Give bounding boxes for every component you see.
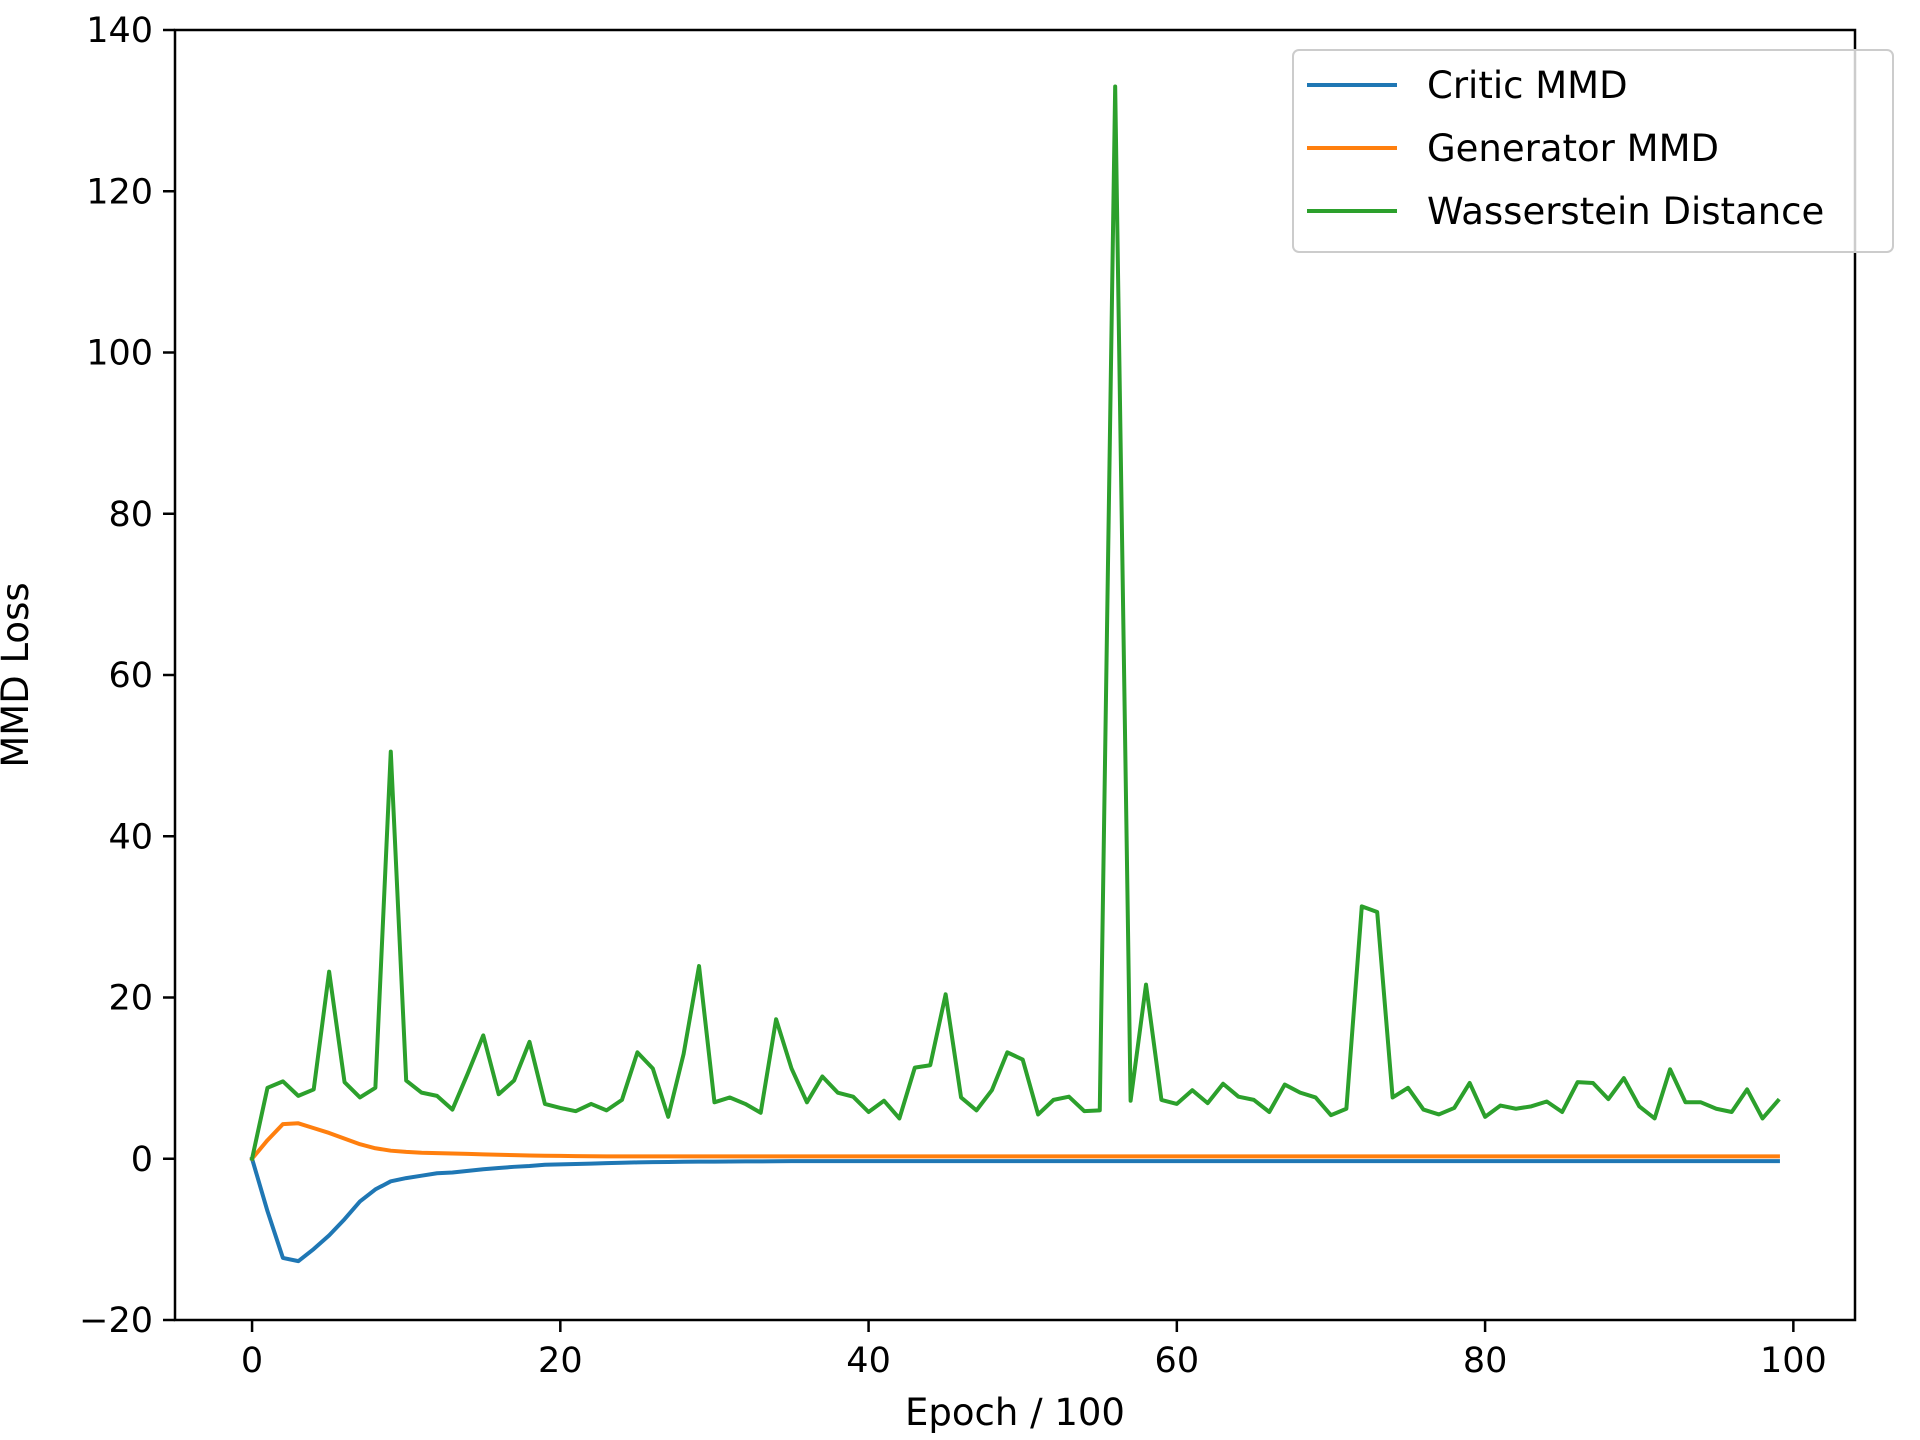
x-tick-label: 0 [241, 1341, 263, 1381]
x-axis-title: Epoch / 100 [905, 1391, 1125, 1434]
y-tick-label: 20 [108, 979, 153, 1019]
y-tick-label: 120 [86, 172, 153, 212]
series-line-2 [249, 1121, 1780, 1162]
x-axis-ticks: 0 20 40 60 80 100 [241, 1320, 1827, 1381]
y-tick-label: 0 [131, 1140, 153, 1180]
legend-label-3: Wasserstein Distance [1427, 190, 1824, 233]
x-tick-label: 60 [1155, 1341, 1200, 1381]
legend-box [1292, 49, 1894, 253]
x-tick-label: 20 [538, 1341, 583, 1381]
x-tick-label: 80 [1463, 1341, 1508, 1381]
series-layer [249, 84, 1781, 1264]
series-line-3 [249, 84, 1781, 1162]
legend-label-1: Critic MMD [1427, 64, 1628, 107]
x-tick-label: 100 [1760, 1341, 1827, 1381]
y-tick-label: 80 [108, 495, 153, 535]
legend-label-2: Generator MMD [1427, 127, 1719, 170]
y-axis-title: MMD Loss [0, 582, 37, 767]
legend: Critic MMD Generator MMD Wasserstein Dista… [1292, 49, 1894, 253]
series-line-1 [249, 1156, 1780, 1264]
legend-items: Critic MMD Generator MMD Wasserstein Dista… [1307, 64, 1824, 233]
y-tick-label: −20 [79, 1301, 153, 1341]
x-tick-label: 40 [846, 1341, 891, 1381]
y-tick-label: 140 [86, 11, 153, 51]
y-tick-label: 40 [108, 817, 153, 857]
y-axis-ticks: −20 0 20 40 60 80 100 120 140 [79, 11, 175, 1341]
y-tick-label: 60 [108, 656, 153, 696]
y-tick-label: 100 [86, 334, 153, 374]
